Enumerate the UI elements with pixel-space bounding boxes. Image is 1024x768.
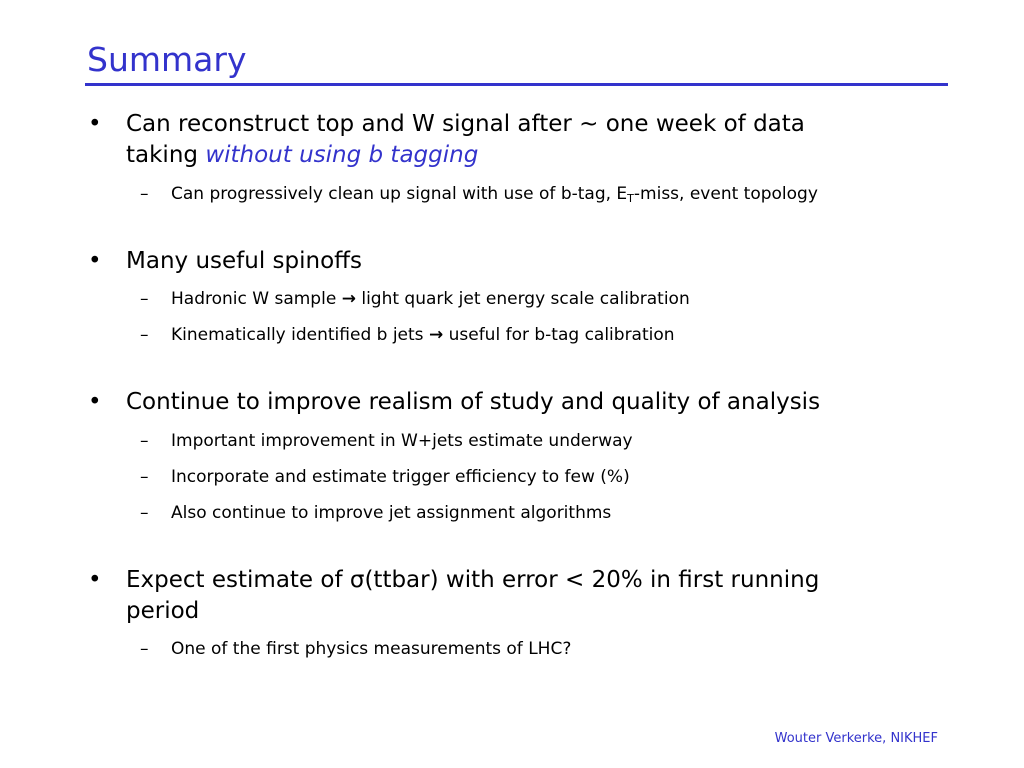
arrow-icon: →: [428, 325, 444, 345]
bullet-text-line: taking without using b tagging: [126, 140, 926, 171]
bullet-marker: •: [88, 567, 102, 593]
sub-item-text: Can progressively clean up signal with u…: [171, 183, 961, 210]
dash-marker: –: [140, 184, 149, 204]
sub-item-text: Also continue to improve jet assignment …: [171, 503, 612, 523]
sub-item-text: Kinematically identified b jets → useful…: [171, 324, 961, 346]
dash-marker: –: [140, 325, 149, 345]
sub-item-text: One of the first physics measurements of…: [171, 639, 572, 659]
dash-marker: –: [140, 503, 149, 523]
bullet-text-line: Can reconstruct top and W signal after ~…: [126, 111, 805, 137]
sigma-symbol: σ: [349, 567, 365, 593]
sub-item-text: Important improvement in W+jets estimate…: [171, 431, 633, 451]
dash-marker: –: [140, 639, 149, 659]
sub-text-segment: Hadronic W sample: [171, 289, 337, 309]
sub-item-text: Hadronic W sample → light quark jet ener…: [171, 288, 961, 310]
slide-footer: Wouter Verkerke, NIKHEF: [774, 731, 938, 746]
bullet-marker: •: [88, 248, 102, 274]
title-divider: [85, 83, 948, 86]
bullet-marker: •: [88, 111, 102, 137]
bullet-text-line: Expect estimate of σ(ttbar) with error <…: [126, 565, 926, 596]
subscript-text: T: [627, 192, 634, 205]
sub-text-segment: Kinematically identified b jets: [171, 325, 424, 345]
sub-text-segment: Can progressively clean up signal with u…: [171, 184, 628, 204]
sub-text-segment: light quark jet energy scale calibration: [361, 289, 690, 309]
bullet-text-segment: taking: [126, 142, 206, 168]
bullet-text: Continue to improve realism of study and…: [126, 389, 821, 415]
dash-marker: –: [140, 289, 149, 309]
bullet-text: Expect estimate of σ(ttbar) with error <…: [126, 565, 926, 627]
slide-title: Summary: [87, 40, 247, 79]
bullet-text-line: period: [126, 598, 200, 624]
bullet-text: Many useful spinoffs: [126, 248, 362, 274]
emphasis-text: without using b tagging: [205, 142, 479, 168]
dash-marker: –: [140, 431, 149, 451]
dash-marker: –: [140, 467, 149, 487]
bullet-text-segment: Expect estimate of: [126, 567, 350, 593]
bullet-text-segment: (ttbar) with error < 20% in first runnin…: [364, 567, 820, 593]
bullet-marker: •: [88, 389, 102, 415]
arrow-icon: →: [341, 289, 356, 309]
sub-text-segment: useful for b-tag calibration: [448, 325, 675, 345]
bullet-text: Can reconstruct top and W signal after ~…: [126, 109, 926, 171]
sub-item-text: Incorporate and estimate trigger efficie…: [171, 467, 630, 487]
sub-text-segment: -miss, event topology: [633, 184, 818, 204]
